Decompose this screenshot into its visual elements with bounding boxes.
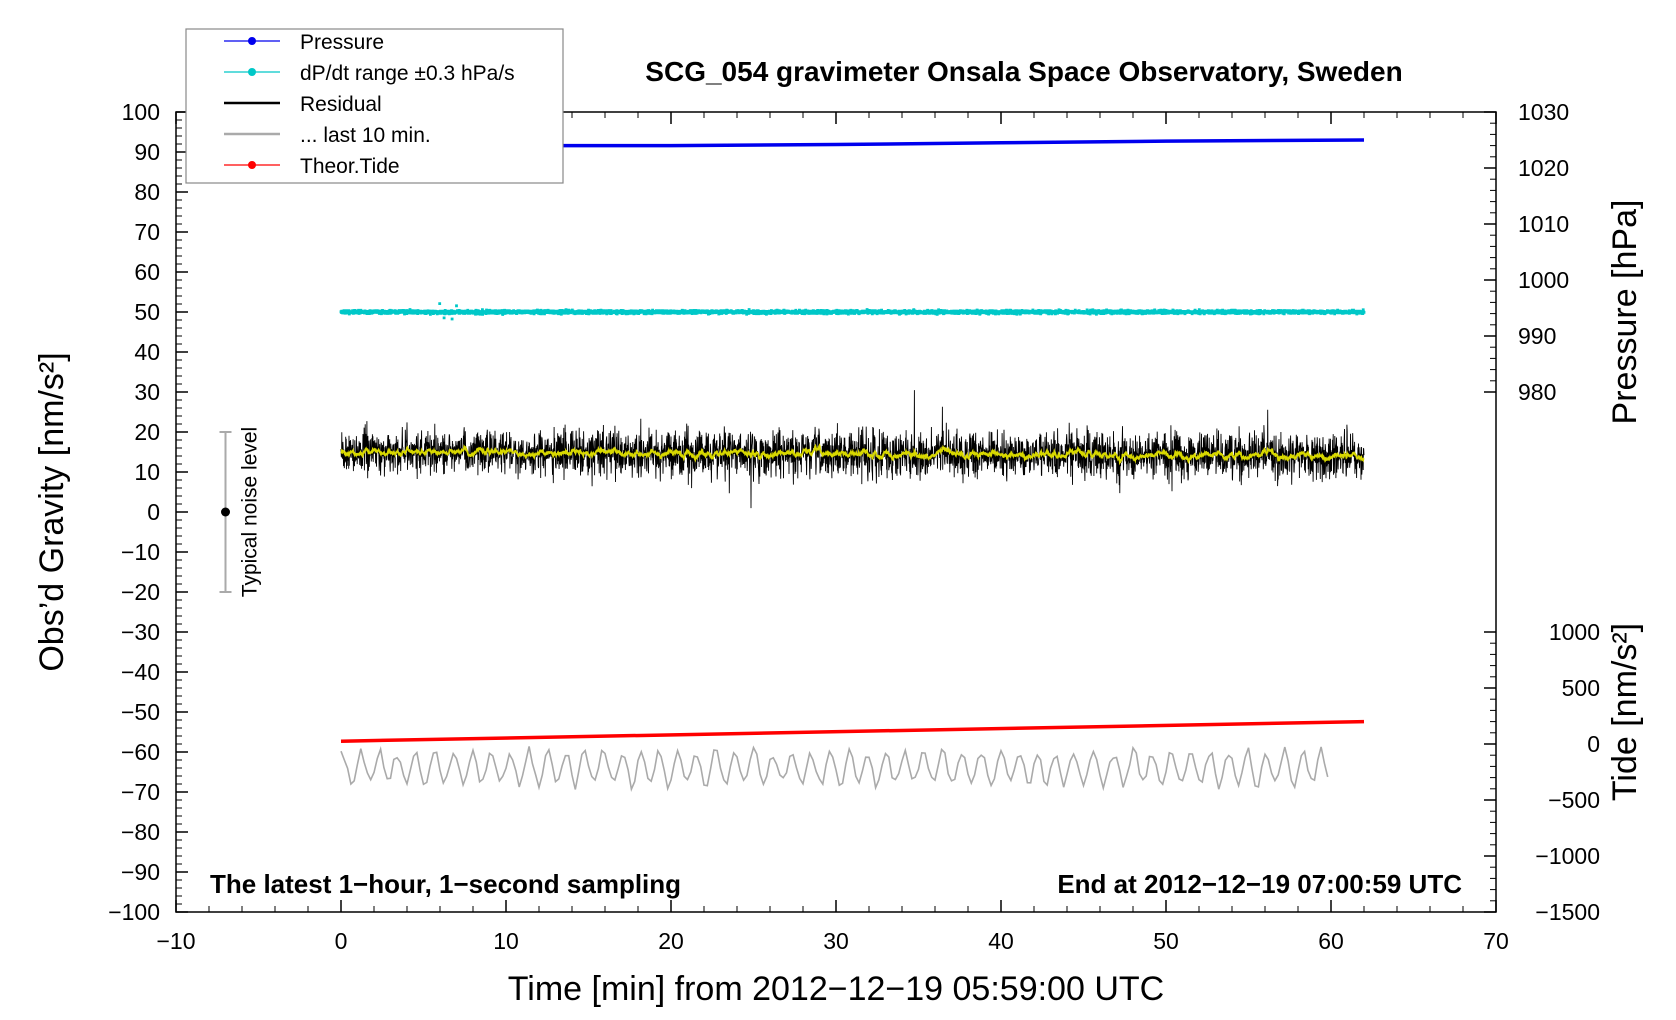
y-axis-label-gravity: Obs’d Gravity [nm/s²] [33, 352, 71, 671]
y-tick-label: −100 [108, 899, 160, 925]
y-tick-label: −80 [121, 819, 160, 845]
tide-tick-label: −1000 [1535, 843, 1600, 869]
x-tick-label: −10 [156, 928, 195, 954]
noise-bar-center [221, 507, 230, 517]
y-tick-label: −20 [121, 579, 160, 605]
y-tick-label: −30 [121, 619, 160, 645]
y-tick-label: −70 [121, 779, 160, 805]
tide-tick-label: −1500 [1535, 899, 1600, 925]
x-tick-label: 10 [493, 928, 519, 954]
y-tick-label: 10 [134, 459, 160, 485]
tide-tick-label: 1000 [1549, 619, 1600, 645]
tide-tick-label: 500 [1562, 675, 1600, 701]
x-tick-label: 20 [658, 928, 684, 954]
y-tick-label: −50 [121, 699, 160, 725]
x-tick-label: 60 [1318, 928, 1344, 954]
x-tick-label: 0 [335, 928, 348, 954]
series-theor-tide [340, 719, 1365, 743]
legend-label: Theor.Tide [300, 155, 400, 178]
y-tick-label: 40 [134, 339, 160, 365]
y-tick-label: −60 [121, 739, 160, 765]
x-tick-label: 40 [988, 928, 1014, 954]
y-axis-label-pressure: Pressure [hPa] [1606, 200, 1644, 425]
y-tick-label: −40 [121, 659, 160, 685]
y-tick-label: 20 [134, 419, 160, 445]
tide-tick-label: 0 [1587, 731, 1600, 757]
legend-label: ... last 10 min. [300, 124, 431, 147]
y-tick-label: −10 [121, 539, 160, 565]
plot-area: Typical noise level [219, 138, 1366, 793]
series-residual-mean [340, 443, 1365, 466]
y-tick-label: 90 [134, 139, 160, 165]
legend-marker [248, 37, 256, 45]
pressure-tick-label: 1000 [1518, 267, 1569, 293]
pressure-tick-label: 1020 [1518, 155, 1569, 181]
y-axis-label-tide: Tide [nm/s²] [1606, 623, 1644, 801]
y-tick-label: 0 [147, 499, 160, 525]
legend-label: dP/dt range ±0.3 hPa/s [300, 62, 515, 85]
x-tick-label: 50 [1153, 928, 1179, 954]
x-tick-label: 30 [823, 928, 849, 954]
legend-marker [248, 68, 256, 76]
legend-label: Residual [300, 93, 382, 116]
tide-tick-label: −500 [1548, 787, 1600, 813]
axes: −10 0 10 20 30 40 50 60 70−100−90−80−70−60−50−40… [108, 99, 1600, 954]
pressure-tick-label: 980 [1518, 379, 1556, 405]
legend-marker [248, 161, 256, 169]
series-dpdt [339, 302, 1366, 321]
y-tick-label: 30 [134, 379, 160, 405]
x-tick-label: 70 [1483, 928, 1509, 954]
y-tick-label: 60 [134, 259, 160, 285]
y-tick-label: −90 [121, 859, 160, 885]
pressure-tick-label: 990 [1518, 323, 1556, 349]
legend-box [185, 28, 564, 184]
y-tick-label: 70 [134, 219, 160, 245]
y-tick-label: 100 [122, 99, 160, 125]
y-tick-label: 50 [134, 299, 160, 325]
y-tick-label: 80 [134, 179, 160, 205]
plot-frame [175, 111, 1497, 913]
sampling-note: The latest 1−hour, 1−second sampling [210, 869, 681, 899]
pressure-tick-label: 1010 [1518, 211, 1569, 237]
noise-bar-label: Typical noise level [239, 427, 262, 597]
pressure-tick-label: 1030 [1518, 99, 1569, 125]
chart-title: SCG_054 gravimeter Onsala Space Observat… [645, 56, 1402, 87]
legend: Pressure dP/dt range ±0.3 hPa/s Residual..… [185, 28, 564, 184]
end-time-note: End at 2012−12−19 07:00:59 UTC [1057, 869, 1462, 899]
series-last-10-min [340, 745, 1329, 793]
x-axis-label: Time [min] from 2012−12−19 05:59:00 UTC [508, 970, 1164, 1008]
legend-label: Pressure [300, 31, 384, 54]
